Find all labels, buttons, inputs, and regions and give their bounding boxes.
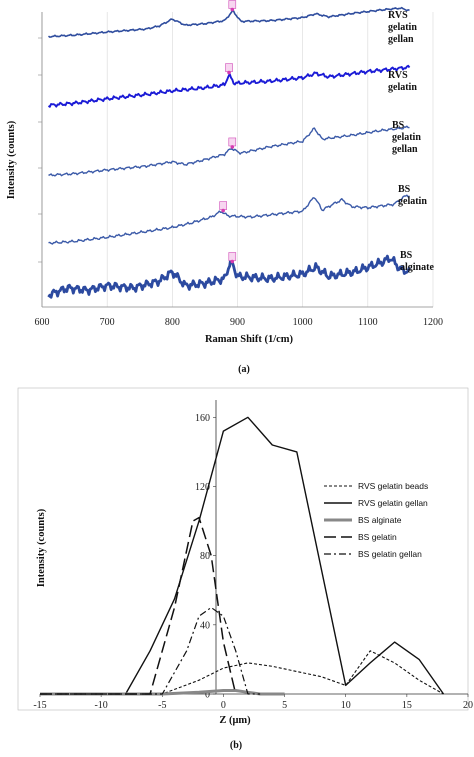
chart-b-x-tick-label: 15	[402, 700, 412, 711]
chart-a-panel-label: (a)	[238, 364, 250, 375]
chart-b-y-tick-label: 120	[195, 482, 210, 493]
series-bs-gelatin-gellan	[48, 125, 410, 177]
chart-b-x-tick-label: 20	[463, 700, 473, 711]
chart-b-x-axis-title: Z (μm)	[219, 715, 251, 726]
chart-b-frame	[17, 387, 469, 711]
chart-b-y-ticks: 0 40 80 120 160	[195, 413, 216, 701]
series-bs-gelatin	[40, 516, 237, 695]
chart-b-y-tick-label: 0	[205, 690, 210, 701]
peak-marker	[228, 0, 237, 9]
chart-a-x-tick-label: 900	[230, 317, 245, 328]
peak-marker-dot	[221, 208, 225, 213]
legend-label-bs-gelatin: BS gelatin	[358, 532, 397, 542]
peak-marker-dot	[230, 259, 235, 264]
legend-label-rvs-gelatin-gellan: RVS gelatin gellan	[358, 498, 428, 508]
chart-b-y-tick-label: 80	[200, 551, 210, 562]
chart-a-x-tick-label: 1200	[423, 317, 443, 328]
peak-marker	[228, 252, 237, 261]
trace-label-rvs-gelatin: gelatin	[388, 82, 417, 93]
trace-label-bs-gelatin-gellan: BS	[392, 120, 405, 131]
trace-label-bs-alginate: BS	[400, 250, 413, 261]
chart-a-grid	[38, 12, 434, 307]
peak-marker-dot	[230, 145, 235, 149]
trace-label-rvs-gelatin-gellan: RVS	[388, 10, 408, 21]
peak-marker	[219, 201, 227, 210]
raman-spectra-chart: 600 700 800 900 1000 1100 1200 RVSgelatingella…	[6, 0, 444, 375]
series-rvs-gelatin	[47, 64, 411, 108]
chart-b-y-axis-title: Intensity (counts)	[36, 508, 47, 587]
chart-b-y-tick-label: 40	[200, 620, 210, 631]
chart-a-x-ticks: 600 700 800 900 1000 1100 1200	[35, 317, 444, 328]
chart-a-x-tick-label: 700	[100, 317, 115, 328]
chart-a-y-axis-title: Intensity (counts)	[6, 120, 17, 199]
chart-a-x-tick-label: 800	[165, 317, 180, 328]
series-bs-gelatin-gellan	[40, 606, 261, 695]
chart-b-x-tick-label: -5	[158, 700, 166, 711]
chart-b-y-tick-label: 160	[195, 413, 210, 424]
peak-marker-dot	[227, 70, 231, 75]
chart-b-x-tick-label: 5	[282, 700, 287, 711]
series-rvs-gelatin-gellan	[48, 6, 410, 38]
peak-marker-dot	[230, 7, 235, 12]
chart-b-x-ticks: -15 -10 -5 0 5 10 15 20	[33, 694, 473, 711]
trace-label-bs-gelatin: gelatin	[398, 196, 427, 207]
chart-a-series	[47, 0, 411, 299]
trace-label-rvs-gelatin-gellan: gelatin	[388, 22, 417, 33]
trace-label-bs-alginate: alginate	[400, 262, 434, 273]
chart-a-x-axis-title: Raman Shift (1/cm)	[205, 334, 294, 345]
chart-a-x-tick-label: 600	[35, 317, 50, 328]
series-bs-gelatin	[48, 194, 410, 245]
chart-b-x-tick-label: 0	[221, 700, 226, 711]
series-rvs-gelatin-gellan	[40, 416, 445, 695]
trace-label-rvs-gelatin-gellan: gellan	[388, 34, 414, 45]
peak-marker	[225, 63, 233, 72]
legend-label-bs-alginate: BS alginate	[358, 515, 402, 525]
peak-marker	[228, 137, 237, 147]
chart-b-legend: RVS gelatin beads RVS gelatin gellan BS al…	[324, 481, 428, 559]
legend-label-bs-gelatin-gellan: BS gelatin gellan	[358, 549, 422, 559]
series-rvs-gelatin-beads	[40, 650, 444, 695]
chart-a-trace-labels: RVSgelatingellanRVSgelatinBSgelatingella…	[388, 10, 434, 273]
chart-b-x-tick-label: 10	[341, 700, 351, 711]
chart-b-x-tick-label: -15	[33, 700, 46, 711]
chart-a-x-tick-label: 1100	[358, 317, 378, 328]
series-bs-alginate	[47, 254, 411, 299]
chart-b-panel-label: (b)	[230, 740, 242, 751]
trace-label-rvs-gelatin: RVS	[388, 70, 408, 81]
trace-label-bs-gelatin-gellan: gellan	[392, 144, 418, 155]
chart-b-x-tick-label: -10	[94, 700, 107, 711]
trace-label-bs-gelatin: BS	[398, 184, 411, 195]
depth-profile-chart: -15 -10 -5 0 5 10 15 20 0 40 80 120 160 RVS gelatin…	[17, 387, 473, 751]
chart-b-series	[40, 416, 445, 696]
legend-label-rvs-gelatin-beads: RVS gelatin beads	[358, 481, 428, 491]
chart-a-x-tick-label: 1000	[293, 317, 313, 328]
trace-label-bs-gelatin-gellan: gelatin	[392, 132, 421, 143]
